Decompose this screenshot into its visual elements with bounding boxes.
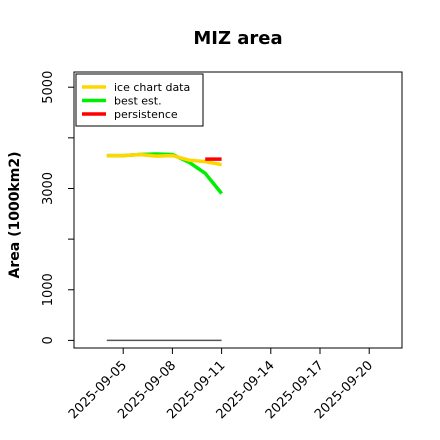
legend-label: ice chart data [114,81,190,94]
series-line-ice-chart-data [106,152,222,167]
series-layer [106,152,223,342]
legend-label: best est. [114,95,162,108]
x-axis: 2025-09-052025-09-082025-09-112025-09-14… [66,348,376,422]
y-tick-label: 3000 [41,172,56,205]
y-axis-label: Area (1000km2) [7,152,23,279]
y-axis: 0 1000 3000 5000 [41,71,74,345]
plot-frame [73,71,403,349]
legend-label: persistence [114,108,178,121]
chart-title: MIZ area [193,28,282,49]
y-tick-label: 0 [41,336,56,344]
y-tick-label: 5000 [41,71,56,104]
y-tick-label: 1000 [41,273,56,306]
